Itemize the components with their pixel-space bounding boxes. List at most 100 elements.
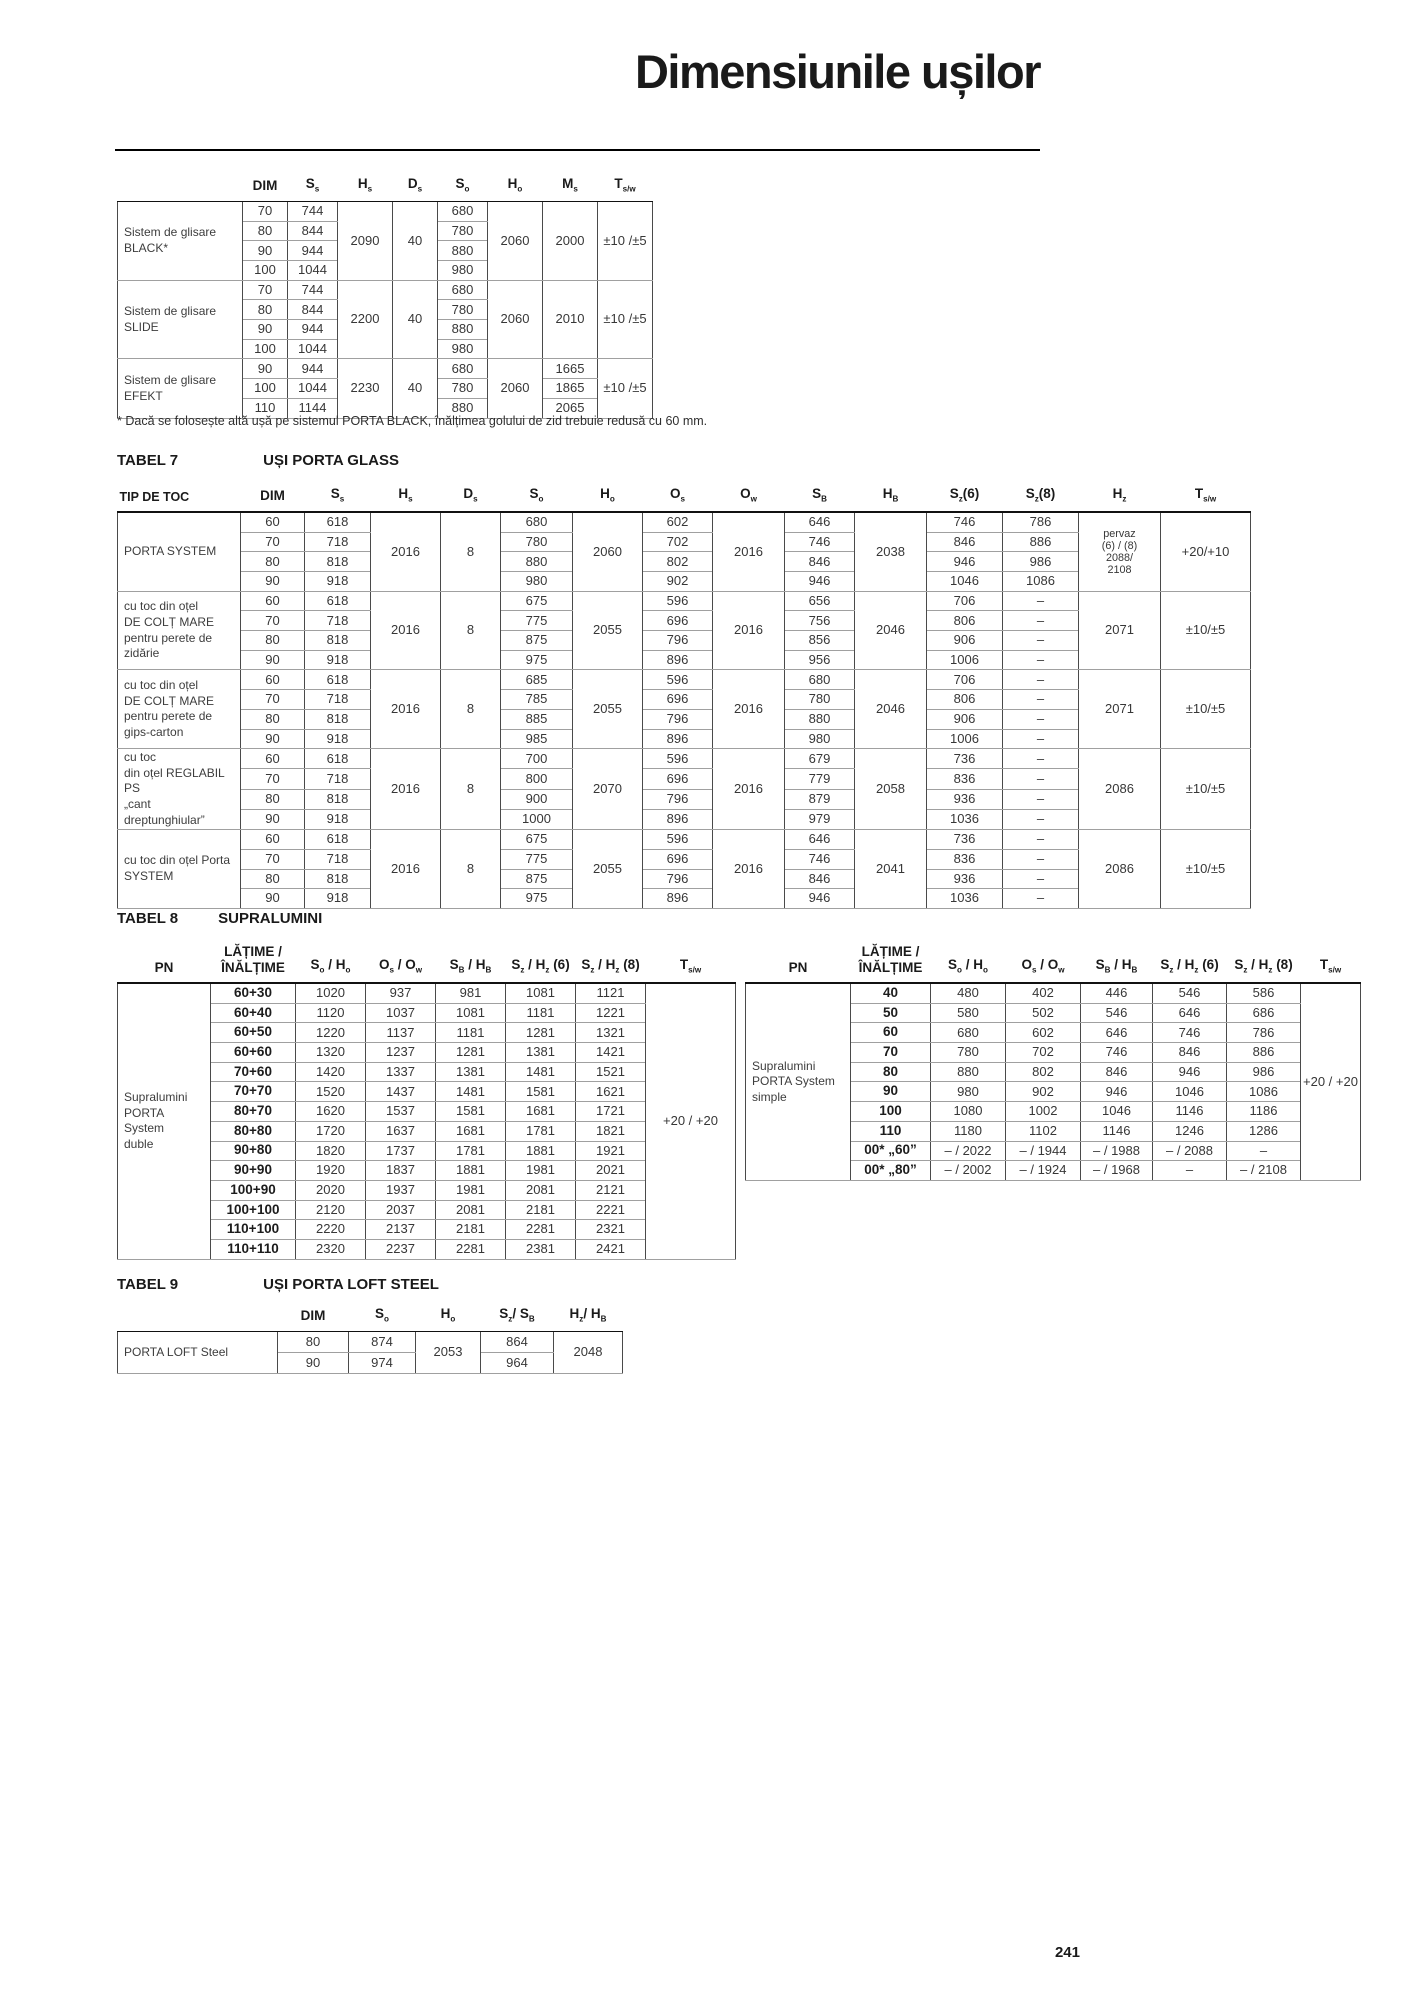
table-cell: 818 xyxy=(304,788,371,810)
table-cell: 702 xyxy=(1005,1042,1081,1063)
table-cell: ±10/±5 xyxy=(1160,748,1251,831)
table-cell: 702 xyxy=(642,531,713,553)
table-cell: ±10/±5 xyxy=(1160,829,1251,909)
column-header: Sz / Hz (6) xyxy=(505,936,576,985)
table-cell: 586 xyxy=(1226,982,1301,1004)
table-cell: 2055 xyxy=(572,669,643,750)
table-cell: 718 xyxy=(304,610,371,632)
table-cell: 2058 xyxy=(854,748,927,831)
table-cell: – xyxy=(1002,788,1079,810)
column-header: LĂȚIME / ÎNĂLȚIME xyxy=(850,936,931,985)
table-cell: 885 xyxy=(500,708,573,730)
table-cell: 780 xyxy=(500,531,573,553)
table-cell: 60 xyxy=(240,511,305,533)
table-cell: 2071 xyxy=(1078,669,1161,750)
table-glisare: DIM Ss Hs Ds So Ho Ms Ts/w Sistem de glisare BLA… xyxy=(117,168,653,419)
column-header: DIM xyxy=(242,168,288,202)
table-cell: 981 xyxy=(435,982,506,1004)
table-row: 100 1044 780 1865 xyxy=(118,378,653,399)
section-label: TABEL 8 xyxy=(117,910,179,927)
table-cell: 40 xyxy=(850,982,931,1004)
data-table: PN LĂȚIME / ÎNĂLȚIME So / Ho Os / Ow SB / HB… xyxy=(117,936,736,1260)
table-cell: 1381 xyxy=(435,1061,506,1083)
row-label: Sistem de glisare EFEKT xyxy=(117,358,243,419)
table-cell: 2016 xyxy=(712,669,785,750)
column-header: Ts/w xyxy=(1300,936,1361,985)
table-cell: 1006 xyxy=(926,649,1003,671)
table-row: 60+50 1220 1137 1181 1281 1321 xyxy=(118,1022,736,1044)
table-cell: 780 xyxy=(437,220,488,242)
table-cell: 1286 xyxy=(1226,1120,1301,1142)
column-header: Sz / Hz (8) xyxy=(1226,936,1301,985)
table-row: PORTA LOFT Steel 80 874 2053 864 2048 xyxy=(117,1330,623,1374)
table-cell: 1420 xyxy=(295,1061,366,1083)
column-header: So / Ho xyxy=(295,936,366,985)
column-header: PN xyxy=(117,936,211,985)
table-cell: 1537 xyxy=(365,1101,436,1122)
table-cell: 2016 xyxy=(370,748,441,831)
table-cell: 80 xyxy=(277,1330,349,1353)
table-cell: 756 xyxy=(784,610,855,632)
table-cell: 90+90 xyxy=(210,1160,296,1181)
table-row: 80+70 1620 1537 1581 1681 1721 xyxy=(118,1101,736,1122)
table-cell: 686 xyxy=(1226,1002,1301,1024)
table-cell: 8 xyxy=(440,511,501,592)
table-cell: 956 xyxy=(784,649,855,671)
table-row: Supralumini PORTA System duble 60+30 1020 9… xyxy=(117,982,736,1260)
column-header: Ts/w xyxy=(1160,478,1251,513)
row-label: Sistem de glisare BLACK* xyxy=(117,200,243,281)
table-cell: 1044 xyxy=(287,378,338,399)
table-cell: 2016 xyxy=(370,511,441,592)
column-header: So xyxy=(437,168,488,202)
table-cell: 1102 xyxy=(1005,1120,1081,1142)
table-cell: 2010 xyxy=(542,279,598,360)
column-header: Os / Ow xyxy=(1005,936,1081,985)
table-cell: 40 xyxy=(392,200,438,281)
table-cell: – / 1988 xyxy=(1080,1140,1153,1162)
table-cell: 1237 xyxy=(365,1042,436,1063)
table-cell: – xyxy=(1002,768,1079,790)
table-cell: 70+70 xyxy=(210,1081,296,1103)
table-cell: 818 xyxy=(304,868,371,890)
table-cell: – / 2002 xyxy=(930,1160,1006,1181)
table-cell: – / 2108 xyxy=(1226,1160,1301,1181)
table-cell: 779 xyxy=(784,768,855,790)
table-cell: 1681 xyxy=(435,1120,506,1142)
table-cell: 1044 xyxy=(287,260,338,281)
table-cell: 796 xyxy=(642,788,713,810)
table-cell: 2038 xyxy=(854,511,927,592)
table-cell: 80 xyxy=(240,630,305,651)
table-cell: – xyxy=(1002,868,1079,890)
table-cell: 90 xyxy=(240,649,305,671)
table-cell: 2037 xyxy=(365,1199,436,1221)
table-cell: 70 xyxy=(240,689,305,710)
table-cell: 1000 xyxy=(500,808,573,831)
table-cell: 718 xyxy=(304,689,371,710)
table-row: 80 818 880 802 846 946 986 xyxy=(118,551,1251,573)
table-cell: 796 xyxy=(642,868,713,890)
table-cell: 2020 xyxy=(295,1179,366,1201)
table-cell: 944 xyxy=(287,240,338,262)
table-cell: 618 xyxy=(304,748,371,770)
table-cell: 2016 xyxy=(712,590,785,671)
table-cell: 696 xyxy=(642,610,713,632)
table-row: 80 818 875 796 856 906– xyxy=(118,630,1251,651)
table-cell: 1737 xyxy=(365,1140,436,1162)
table-cell: 2065 xyxy=(542,397,598,419)
column-header: Sz / Hz (8) xyxy=(575,936,646,985)
row-label: PORTA SYSTEM xyxy=(117,511,241,592)
table-cell: 602 xyxy=(1005,1022,1081,1044)
table-cell: – / 1924 xyxy=(1005,1160,1081,1181)
table-cell: 736 xyxy=(926,829,1003,850)
table-row: 90 974 964 xyxy=(118,1351,623,1374)
column-header: Ho xyxy=(572,478,643,513)
section-title: SUPRALUMINI xyxy=(218,910,323,927)
table-row: 90+90 1920 1837 1881 1981 2021 xyxy=(118,1160,736,1181)
table-cell: 886 xyxy=(1002,531,1079,553)
table-cell: 2060 xyxy=(487,279,543,360)
table-cell: 90 xyxy=(242,319,288,340)
table-cell: 1146 xyxy=(1152,1101,1227,1122)
table-cell: 80 xyxy=(240,551,305,573)
table-row: 80+80 1720 1637 1681 1781 1821 xyxy=(118,1120,736,1142)
table-cell: 70 xyxy=(850,1042,931,1063)
